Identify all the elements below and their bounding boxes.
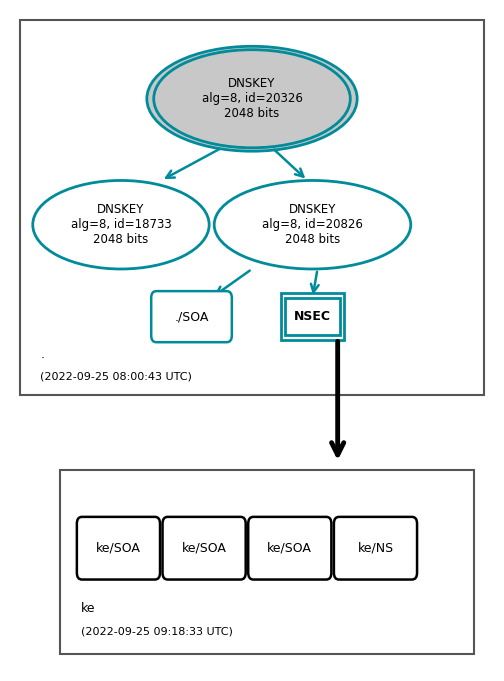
- Text: DNSKEY
alg=8, id=18733
2048 bits: DNSKEY alg=8, id=18733 2048 bits: [71, 203, 171, 247]
- FancyBboxPatch shape: [20, 20, 484, 395]
- Ellipse shape: [154, 50, 350, 148]
- Text: ke/SOA: ke/SOA: [96, 541, 141, 555]
- Text: ke/SOA: ke/SOA: [181, 541, 227, 555]
- Text: ke: ke: [81, 601, 95, 614]
- Text: NSEC: NSEC: [294, 310, 331, 323]
- Text: ke/SOA: ke/SOA: [267, 541, 312, 555]
- Text: .: .: [40, 347, 44, 360]
- Ellipse shape: [214, 180, 411, 269]
- Ellipse shape: [33, 180, 209, 269]
- Text: DNSKEY
alg=8, id=20826
2048 bits: DNSKEY alg=8, id=20826 2048 bits: [262, 203, 363, 247]
- Text: ke/NS: ke/NS: [357, 541, 394, 555]
- Ellipse shape: [147, 46, 357, 151]
- Text: DNSKEY
alg=8, id=20326
2048 bits: DNSKEY alg=8, id=20326 2048 bits: [202, 77, 302, 121]
- FancyBboxPatch shape: [248, 517, 332, 580]
- Bar: [281, 293, 344, 340]
- FancyBboxPatch shape: [60, 470, 474, 654]
- Text: ./SOA: ./SOA: [174, 310, 209, 323]
- Text: (2022-09-25 09:18:33 UTC): (2022-09-25 09:18:33 UTC): [81, 627, 232, 637]
- FancyBboxPatch shape: [77, 517, 160, 580]
- FancyBboxPatch shape: [151, 291, 232, 342]
- Text: (2022-09-25 08:00:43 UTC): (2022-09-25 08:00:43 UTC): [40, 372, 192, 382]
- Bar: [285, 298, 340, 336]
- FancyBboxPatch shape: [334, 517, 417, 580]
- FancyBboxPatch shape: [162, 517, 245, 580]
